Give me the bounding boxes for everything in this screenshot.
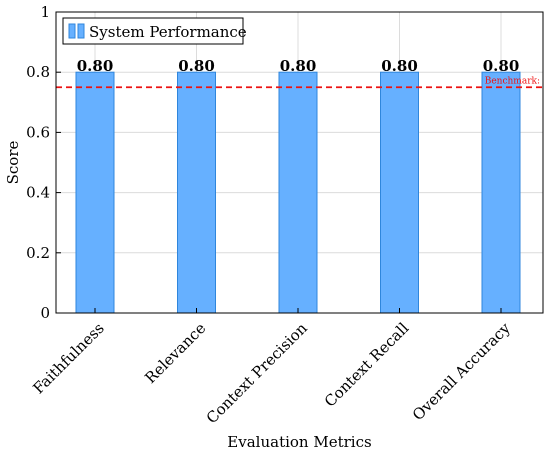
y-tick-label: 0.2 xyxy=(26,244,50,262)
y-tick-label: 0.8 xyxy=(26,63,50,81)
bar xyxy=(177,71,216,314)
data-label: 0.80 xyxy=(483,57,520,75)
data-labels: 0.80 0.80 0.80 0.80 0.80 xyxy=(77,57,520,75)
x-tick-label: Overall Accuracy xyxy=(409,319,514,424)
legend: System Performance xyxy=(62,17,247,45)
x-axis-title: Evaluation Metrics xyxy=(227,433,371,451)
data-label: 0.80 xyxy=(77,57,114,75)
x-tick-label: Faithfulness xyxy=(30,319,108,397)
x-tick-label: Relevance xyxy=(141,319,209,387)
legend-swatch-icon xyxy=(68,23,76,39)
bars xyxy=(75,71,521,314)
legend-swatch-icon xyxy=(77,23,85,39)
benchmark-label: Benchmark: xyxy=(485,76,540,86)
bar xyxy=(278,71,318,314)
bar xyxy=(481,71,521,314)
legend-entry-system-performance: System Performance xyxy=(89,23,247,41)
bar xyxy=(380,71,419,314)
bar xyxy=(75,71,115,314)
y-tick-label: 1 xyxy=(40,3,50,21)
x-tick-label: Context Precision xyxy=(203,319,311,427)
x-tick-label: Context Recall xyxy=(321,319,413,411)
data-label: 0.80 xyxy=(381,57,418,75)
legend-box xyxy=(62,17,244,45)
y-tick-label: 0 xyxy=(40,304,50,322)
y-tick-label: 0.4 xyxy=(26,184,50,202)
data-label: 0.80 xyxy=(178,57,215,75)
y-tick-label: 0.6 xyxy=(26,123,50,141)
data-label: 0.80 xyxy=(280,57,317,75)
benchmark-line-group: Benchmark: xyxy=(56,76,543,89)
y-axis-title: Score xyxy=(4,141,22,185)
y-axis-ticks: 0 0.2 0.4 0.6 0.8 1 xyxy=(26,3,61,322)
plot-frame xyxy=(55,11,544,314)
